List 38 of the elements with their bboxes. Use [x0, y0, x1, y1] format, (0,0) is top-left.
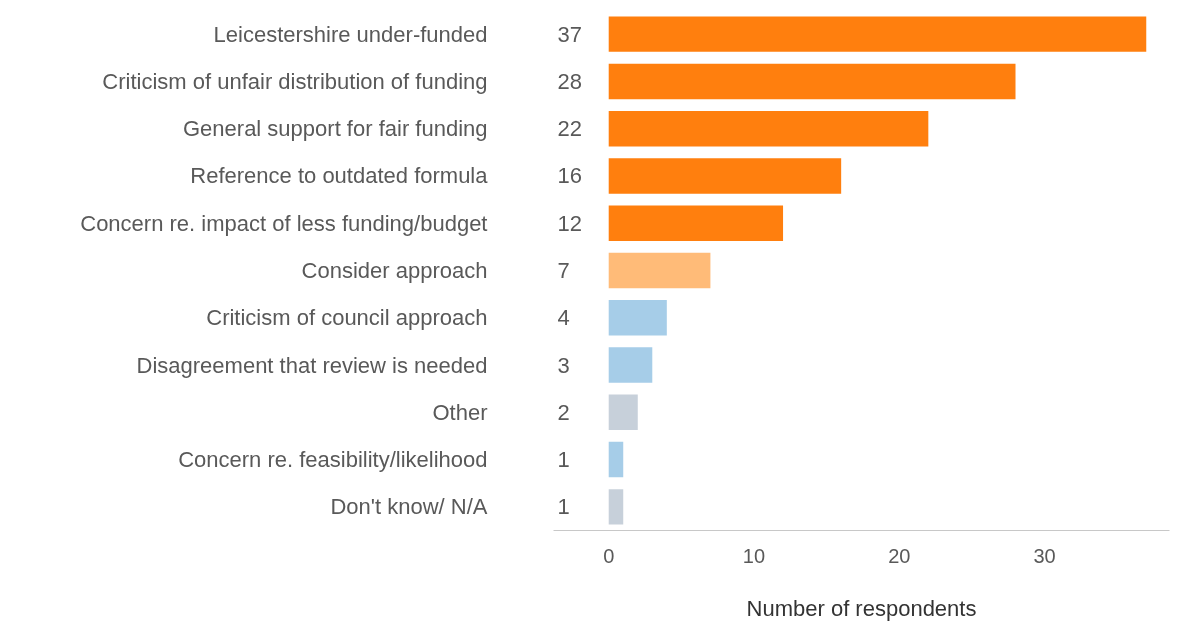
bar: [608, 441, 624, 478]
data-label: 2: [557, 399, 570, 425]
data-label: 12: [557, 210, 582, 236]
y-tick-label: Criticism of unfair distribution of funding: [102, 68, 488, 94]
bar: [608, 394, 638, 431]
y-tick-label: Consider approach: [301, 258, 488, 283]
y-tick-label: Concern re. feasibility/likelihood: [178, 447, 488, 473]
data-label: 37: [557, 21, 582, 47]
x-tick-label: 20: [888, 544, 911, 567]
y-tick-label: Reference to outdated formula: [190, 163, 489, 189]
y-tick-label: Concern re. impact of less funding/budget: [80, 210, 488, 236]
x-tick-label: 30: [1033, 544, 1056, 567]
data-label: 22: [557, 116, 582, 142]
y-tick-label: Disagreement that review is needed: [136, 352, 488, 378]
y-tick-label: Other: [432, 399, 488, 425]
y-tick-label: Criticism of council approach: [206, 305, 488, 331]
data-label: 1: [557, 494, 570, 520]
bar: [608, 205, 784, 241]
y-tick-label: Leicestershire under-funded: [213, 21, 488, 47]
x-tick-label: 10: [742, 544, 766, 567]
bar: [608, 300, 667, 336]
data-label: 4: [557, 305, 570, 331]
bar: [608, 158, 842, 194]
data-label: 7: [557, 258, 570, 283]
x-tick-label: 0: [603, 544, 615, 567]
data-label: 3: [557, 352, 570, 378]
bar: [608, 489, 624, 525]
x-axis-title: Number of respondents: [746, 595, 977, 621]
bar: [608, 252, 711, 289]
bar: [608, 63, 1016, 100]
data-label: 28: [557, 68, 582, 94]
bar: [608, 16, 1147, 52]
y-tick-label: Don't know/ N/A: [330, 494, 488, 520]
bar: [608, 110, 929, 147]
data-label: 1: [557, 447, 570, 473]
y-tick-label: General support for fair funding: [182, 116, 488, 142]
data-label: 16: [557, 163, 582, 189]
bar: [608, 347, 653, 383]
